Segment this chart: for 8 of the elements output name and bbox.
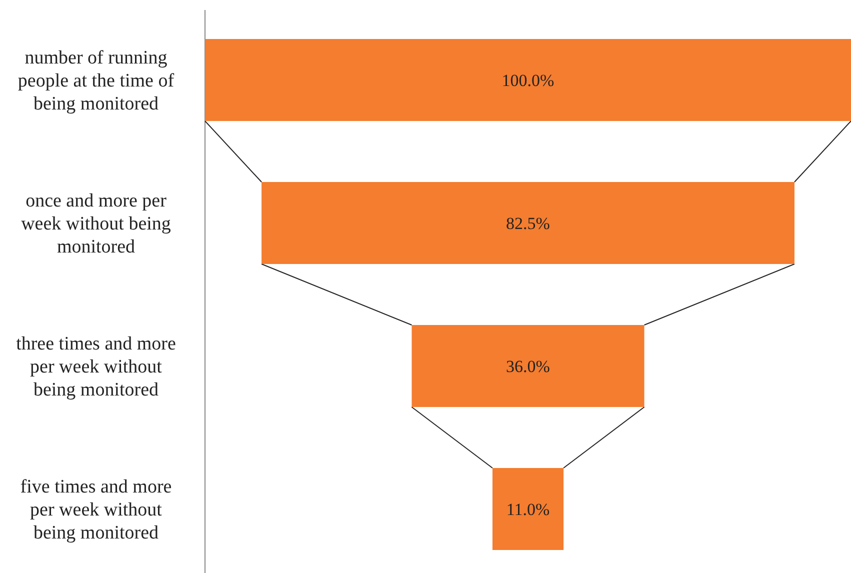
data-label: 36.0% xyxy=(506,356,550,376)
category-label: three times and more per week without being monitored xyxy=(16,334,176,401)
category-label: once and more per week without being monitored xyxy=(21,190,172,258)
data-label: 11.0% xyxy=(506,500,550,519)
data-label: 100.0% xyxy=(502,70,554,90)
category-label: five times and more per week without being monitored xyxy=(20,476,172,544)
category-label: number of running people at the time of being monitored xyxy=(18,48,175,115)
data-label: 82.5% xyxy=(506,214,550,233)
